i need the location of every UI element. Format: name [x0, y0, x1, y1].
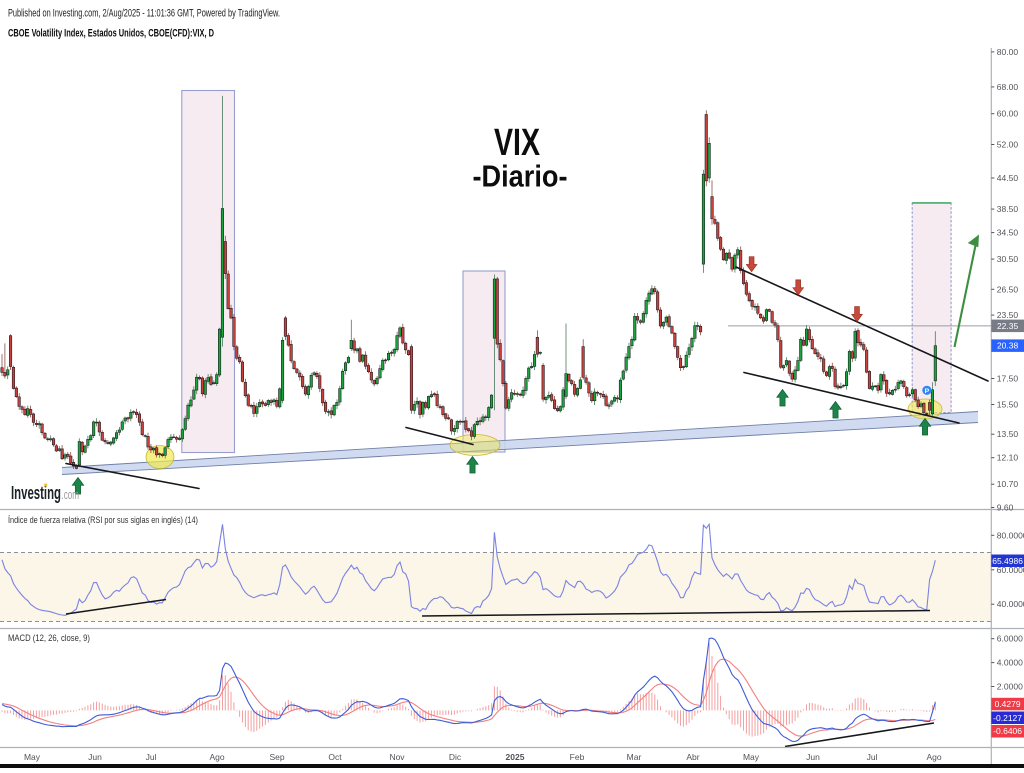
svg-text:Índice de fuerza relativa (RSI: Índice de fuerza relativa (RSI por sus s… [8, 515, 198, 526]
svg-text:65.4986: 65.4986 [992, 556, 1023, 566]
svg-text:P: P [925, 388, 930, 395]
svg-text:-0.2127: -0.2127 [993, 713, 1022, 723]
svg-text:Dic: Dic [449, 752, 462, 762]
svg-text:30.50: 30.50 [997, 254, 1019, 264]
svg-text:52.00: 52.00 [997, 140, 1019, 150]
svg-text:May: May [743, 752, 760, 762]
svg-text:13.50: 13.50 [997, 429, 1019, 439]
svg-text:Abr: Abr [686, 752, 699, 762]
svg-text:26.50: 26.50 [997, 284, 1019, 294]
svg-text:Oct: Oct [328, 752, 342, 762]
svg-text:Jul: Jul [867, 752, 878, 762]
svg-text:9.60: 9.60 [997, 503, 1014, 513]
svg-text:60.0000: 60.0000 [997, 565, 1024, 575]
svg-text:15.50: 15.50 [997, 400, 1019, 410]
svg-text:Sep: Sep [269, 752, 284, 762]
svg-text:23.50: 23.50 [997, 310, 1019, 320]
svg-text:40.0000: 40.0000 [997, 599, 1024, 609]
svg-text:-Diario-: -Diario- [473, 159, 568, 194]
svg-text:May: May [24, 752, 41, 762]
svg-text:MACD (12, 26, close, 9): MACD (12, 26, close, 9) [8, 633, 90, 644]
svg-text:Nov: Nov [389, 752, 405, 762]
svg-text:80.0000: 80.0000 [997, 530, 1024, 540]
svg-text:38.50: 38.50 [997, 204, 1019, 214]
svg-text:6.0000: 6.0000 [997, 634, 1023, 644]
svg-text:4.0000: 4.0000 [997, 658, 1023, 668]
svg-text:.com: .com [62, 487, 80, 502]
svg-text:Investing: Investing [11, 483, 61, 503]
svg-text:12.10: 12.10 [997, 453, 1019, 463]
svg-text:Published on Investing.com, 2/: Published on Investing.com, 2/Aug/2025 -… [8, 8, 280, 20]
svg-text:VIX: VIX [494, 122, 540, 164]
svg-text:0.4279: 0.4279 [995, 699, 1021, 709]
svg-text:44.50: 44.50 [997, 173, 1019, 183]
svg-text:80.00: 80.00 [997, 47, 1019, 57]
svg-text:Ago: Ago [926, 752, 941, 762]
svg-text:Mar: Mar [627, 752, 642, 762]
svg-text:Jun: Jun [88, 752, 102, 762]
svg-text:Jul: Jul [146, 752, 157, 762]
svg-text:CBOE Volatility Index, Estados: CBOE Volatility Index, Estados Unidos, C… [8, 28, 214, 40]
svg-text:60.00: 60.00 [997, 109, 1019, 119]
svg-text:2025: 2025 [506, 752, 525, 762]
svg-text:2.0000: 2.0000 [997, 682, 1023, 692]
svg-text:20.38: 20.38 [997, 341, 1019, 351]
svg-text:Feb: Feb [570, 752, 585, 762]
svg-text:Ago: Ago [209, 752, 224, 762]
svg-text:-0.6406: -0.6406 [993, 726, 1022, 736]
svg-text:17.50: 17.50 [997, 374, 1019, 384]
svg-text:Jun: Jun [806, 752, 820, 762]
svg-text:68.00: 68.00 [997, 82, 1019, 92]
svg-text:34.50: 34.50 [997, 228, 1019, 238]
svg-text:10.70: 10.70 [997, 479, 1019, 489]
svg-text:22.35: 22.35 [997, 321, 1019, 331]
